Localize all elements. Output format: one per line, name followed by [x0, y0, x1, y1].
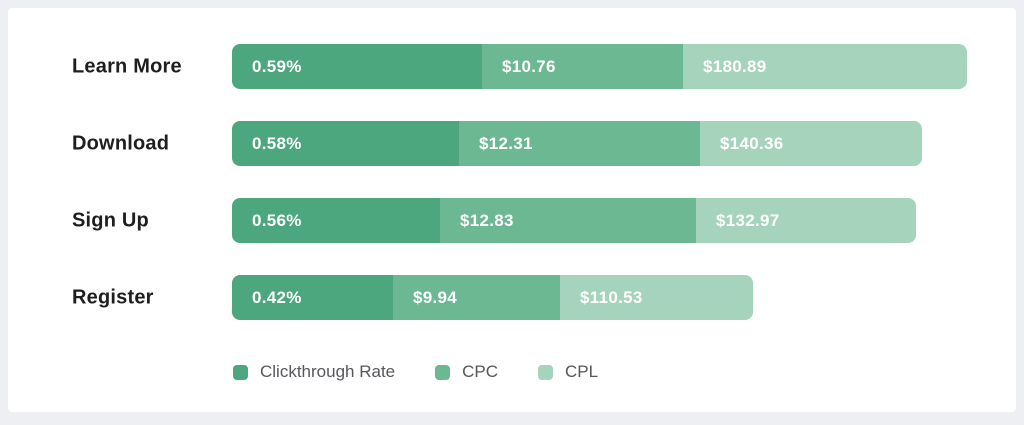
bar-value-label: 0.59% [252, 56, 302, 76]
stacked-bar-register: 0.42% $9.94 $110.53 [232, 275, 753, 320]
bar-segment-cpc[interactable]: $10.76 [482, 44, 683, 89]
bar-value-label: $140.36 [720, 133, 784, 153]
legend-item-label: Clickthrough Rate [260, 362, 396, 381]
legend-item-cpl[interactable]: CPL [538, 362, 598, 382]
bar-value-label: 0.56% [252, 210, 302, 230]
category-label: Download [72, 132, 170, 154]
stacked-bar-learn-more: 0.59% $10.76 $180.89 [232, 44, 967, 89]
chart-row-sign-up: Sign Up 0.56% $12.83 $132.97 [8, 198, 1016, 243]
bar-segment-cpl[interactable]: $132.97 [696, 198, 916, 243]
bar-value-label: $180.89 [703, 56, 767, 76]
bar-value-label: $132.97 [716, 210, 780, 230]
chart-legend: Clickthrough Rate CPC CPL [233, 362, 598, 382]
category-label: Sign Up [72, 209, 149, 231]
category-label: Learn More [72, 55, 182, 77]
bar-value-label: $110.53 [580, 287, 643, 307]
stacked-bar-chart: Learn More 0.59% $10.76 $180.89 Download 0.58… [8, 44, 1016, 320]
legend-item-label: CPL [565, 362, 599, 381]
chart-row-register: Register 0.42% $9.94 $110.53 [8, 275, 1016, 320]
legend-swatch-icon [233, 364, 248, 380]
bar-value-label: 0.42% [252, 287, 302, 307]
legend-swatch-icon [435, 364, 451, 380]
category-label: Register [72, 286, 154, 308]
bar-segment-clickthrough-rate[interactable]: 0.42% [232, 275, 393, 320]
bar-segment-cpc[interactable]: $9.94 [393, 275, 560, 320]
bar-value-label: $12.83 [460, 210, 514, 230]
chart-row-learn-more: Learn More 0.59% $10.76 $180.89 [8, 44, 1016, 89]
bar-segment-clickthrough-rate[interactable]: 0.59% [232, 44, 482, 89]
bar-value-label: $10.76 [502, 56, 556, 76]
bar-segment-cpl[interactable]: $180.89 [683, 44, 967, 89]
bar-segment-clickthrough-rate[interactable]: 0.56% [232, 198, 440, 243]
legend-swatch-icon [538, 364, 554, 380]
bar-segment-cpc[interactable]: $12.31 [459, 121, 700, 166]
stacked-bar-download: 0.58% $12.31 $140.36 [232, 121, 922, 166]
bar-value-label: $12.31 [479, 133, 533, 153]
bar-segment-cpc[interactable]: $12.83 [440, 198, 696, 243]
legend-item-cpc[interactable]: CPC [435, 362, 498, 382]
bar-segment-clickthrough-rate[interactable]: 0.58% [232, 121, 459, 166]
bar-segment-cpl[interactable]: $140.36 [700, 121, 922, 166]
bar-value-label: $9.94 [413, 287, 458, 307]
legend-item-label: CPC [462, 362, 499, 381]
bar-value-label: 0.58% [252, 133, 302, 153]
stacked-bar-sign-up: 0.56% $12.83 $132.97 [232, 198, 916, 243]
chart-card: Learn More 0.59% $10.76 $180.89 Download 0.58… [8, 8, 1016, 412]
chart-row-download: Download 0.58% $12.31 $140.36 [8, 121, 1016, 166]
bar-segment-cpl[interactable]: $110.53 [560, 275, 753, 320]
legend-item-clickthrough-rate[interactable]: Clickthrough Rate [233, 362, 395, 382]
